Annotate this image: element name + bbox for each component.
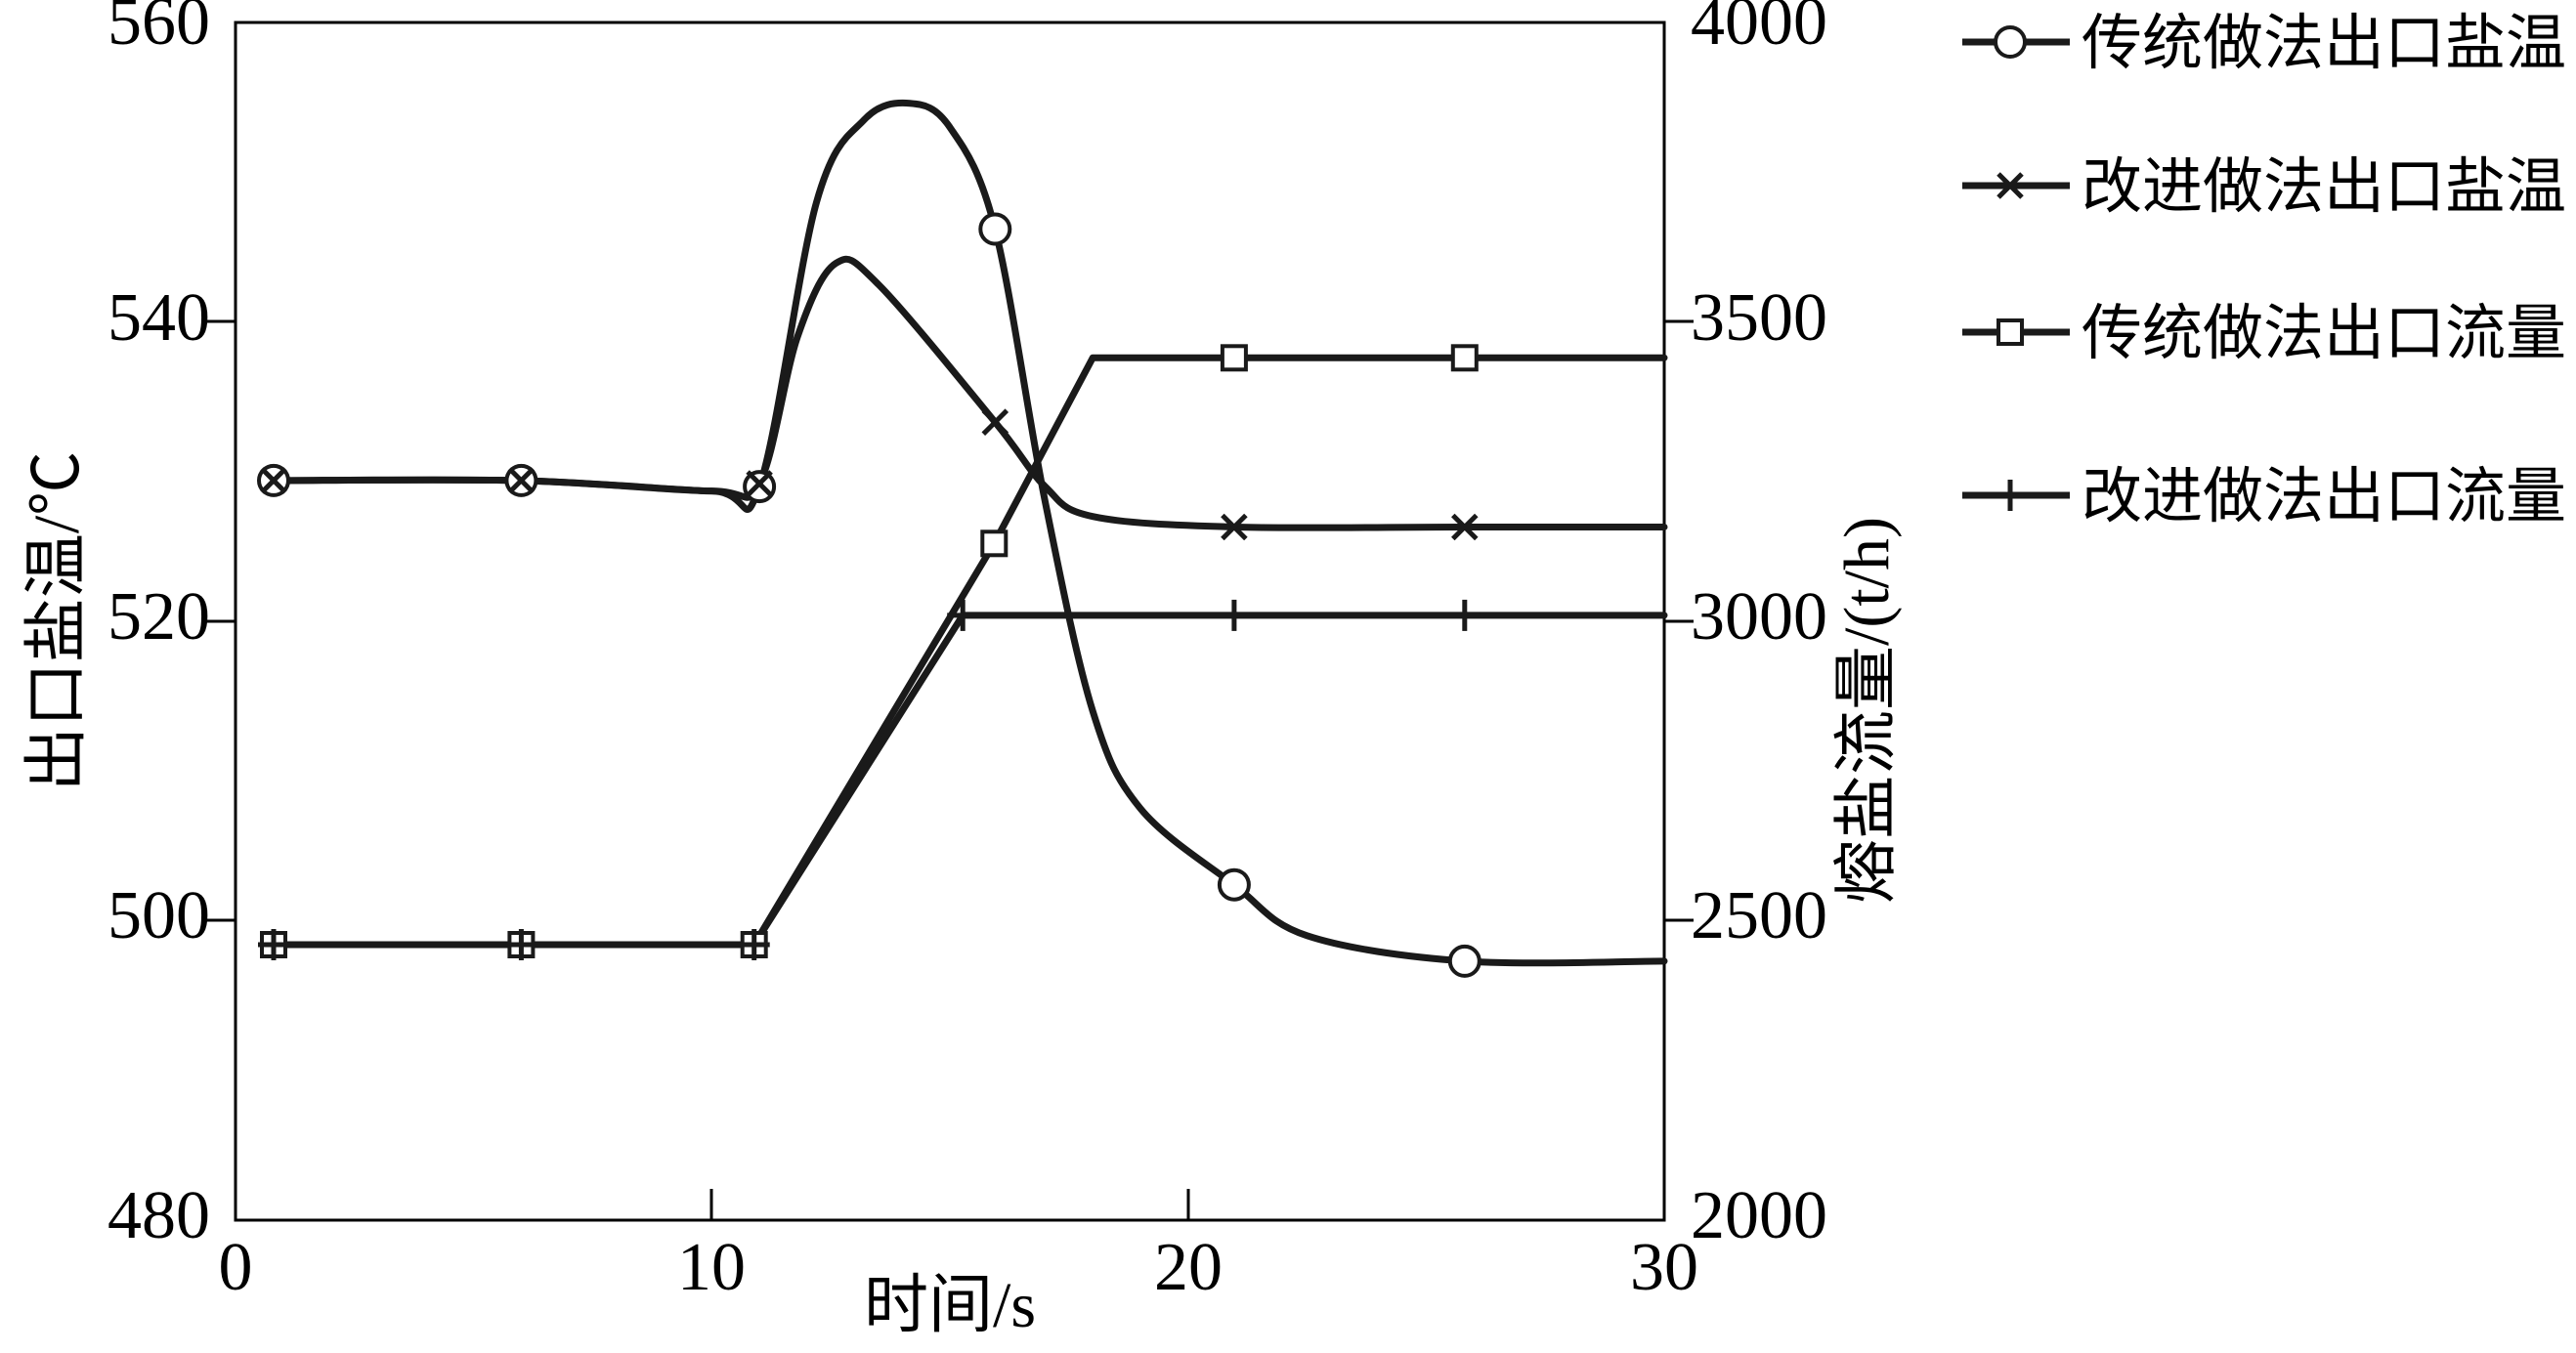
- svg-text:2500: 2500: [1691, 878, 1827, 953]
- svg-text:10: 10: [677, 1230, 746, 1305]
- svg-text:3000: 3000: [1691, 579, 1827, 655]
- svg-text:改进做法出口流量: 改进做法出口流量: [2082, 464, 2566, 530]
- svg-text:540: 540: [107, 280, 210, 356]
- svg-text:传统做法出口盐温: 传统做法出口盐温: [2082, 11, 2566, 77]
- svg-text:4000: 4000: [1691, 0, 1827, 60]
- svg-text:520: 520: [107, 579, 210, 655]
- svg-text:3500: 3500: [1691, 280, 1827, 356]
- svg-text:熔盐流量/(t/h): 熔盐流量/(t/h): [1831, 517, 1903, 904]
- svg-text:时间/s: 时间/s: [864, 1270, 1036, 1341]
- svg-text:500: 500: [107, 878, 210, 953]
- svg-text:传统做法出口流量: 传统做法出口流量: [2082, 301, 2566, 367]
- svg-text:出口盐温/℃: 出口盐温/℃: [21, 451, 93, 791]
- svg-text:560: 560: [107, 0, 210, 60]
- svg-text:480: 480: [107, 1178, 210, 1253]
- svg-text:30: 30: [1630, 1230, 1698, 1305]
- svg-text:20: 20: [1154, 1230, 1223, 1305]
- svg-text:改进做法出口盐温: 改进做法出口盐温: [2082, 154, 2566, 221]
- svg-text:0: 0: [219, 1230, 253, 1305]
- svg-text:2000: 2000: [1691, 1178, 1827, 1253]
